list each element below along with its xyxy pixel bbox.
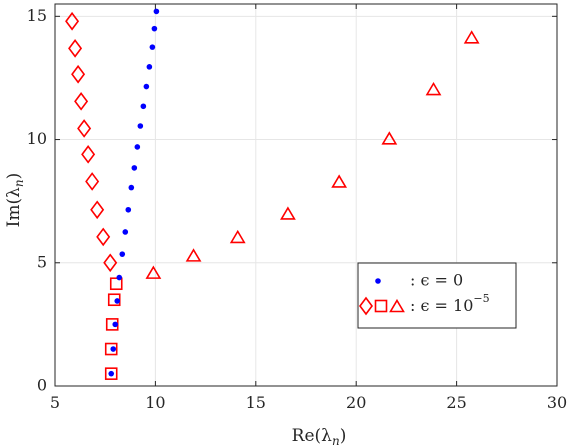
x-tick-label: 15: [246, 393, 266, 412]
dot-point: [128, 184, 135, 191]
legend-square-marker: [374, 299, 388, 313]
x-tick-label: 5: [50, 393, 60, 412]
dot-point: [146, 64, 153, 70]
triangle-point: [229, 229, 246, 244]
dot-point: [114, 298, 121, 304]
dot-point: [140, 103, 147, 110]
dot-point: [137, 123, 144, 129]
y-tick-label: 5: [37, 252, 47, 271]
diamond-point: [96, 227, 111, 247]
dot-point: [153, 8, 160, 15]
triangle-point: [463, 30, 480, 44]
legend-dot-marker: [375, 278, 381, 284]
triangle-point: [145, 265, 162, 279]
x-tick-label: 10: [145, 393, 165, 412]
x-tick-label: 20: [346, 393, 366, 412]
legend-markers: [359, 278, 405, 316]
y-tick-label: 15: [27, 6, 47, 25]
legend-diamond-marker: [359, 296, 373, 316]
dot-point: [134, 144, 141, 150]
y-tick-label: 10: [27, 129, 47, 148]
dot-point: [116, 274, 123, 281]
diamond-point: [90, 200, 105, 220]
diamond-point: [81, 145, 96, 164]
y-tick-label: 0: [37, 376, 47, 395]
grid-layer: [55, 4, 557, 386]
legend-triangle-marker: [389, 298, 405, 313]
dot-point: [122, 229, 129, 235]
dot-point: [143, 83, 150, 90]
triangle-point: [331, 174, 348, 188]
plot-frame: [54, 3, 558, 387]
diamond-point: [71, 64, 86, 84]
legend-label-eps-small: : ϵ = 10−5: [410, 292, 490, 315]
data-points: [65, 8, 480, 380]
dot-point: [108, 370, 115, 377]
triangle-point: [280, 206, 296, 220]
dot-point: [125, 206, 132, 213]
square-point: [109, 277, 123, 291]
legend-label-eps0: : ϵ = 0: [410, 271, 463, 290]
dot-point: [131, 165, 138, 171]
diamond-point: [74, 92, 89, 111]
dot-point: [151, 25, 158, 32]
triangle-point: [425, 81, 442, 96]
dot-point: [119, 251, 126, 257]
dot-point: [110, 346, 117, 352]
diamond-point: [85, 172, 100, 191]
diamond-point: [65, 11, 80, 31]
x-axis-label: Re(λn): [292, 426, 347, 446]
legend: : ϵ = 0 : ϵ = 10−5: [357, 262, 517, 329]
diamond-point: [68, 39, 83, 58]
x-tick-label: 30: [547, 393, 567, 412]
dot-point: [149, 44, 156, 50]
diamond-point: [77, 119, 92, 138]
triangle-point: [185, 248, 202, 262]
diamond-point: [103, 253, 118, 273]
triangle-point: [381, 131, 398, 145]
y-axis-label: Im(λn): [4, 173, 26, 228]
x-tick-label: 25: [446, 393, 466, 412]
legend-box: [357, 262, 517, 329]
square-point: [104, 342, 118, 356]
dot-point: [112, 321, 119, 328]
square-point: [104, 367, 118, 380]
